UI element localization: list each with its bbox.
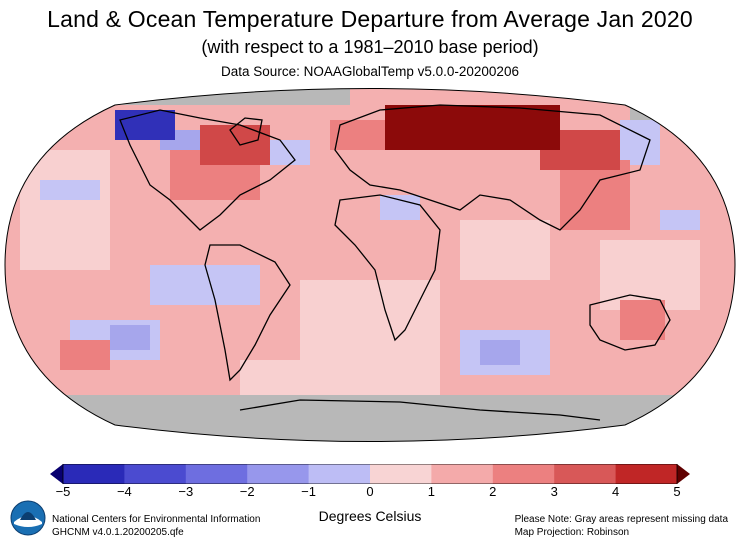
coastlines: [119, 104, 671, 421]
footer-note: Please Note: Gray areas represent missin…: [515, 513, 728, 539]
colorbar-cell: [185, 464, 248, 484]
colorbar-tick-label: 1: [427, 484, 435, 499]
footer-credit: National Centers for Environmental Infor…: [52, 513, 260, 539]
map-outline: [4, 88, 736, 442]
colorbar-cell: [554, 464, 617, 484]
data-source: Data Source: NOAAGlobalTemp v5.0.0-20200…: [221, 64, 519, 79]
projection-note: Map Projection: Robinson: [514, 527, 630, 538]
pale-anomaly-patches: [20, 150, 700, 400]
colorbar-tick-label: 5: [673, 484, 681, 499]
colorbar-tick-label: 2: [489, 484, 497, 499]
colorbar-tick-label: 4: [611, 484, 620, 499]
colorbar-cell: [431, 464, 494, 484]
colorbar-high-end: [677, 464, 690, 484]
alaska-cold-patch: [115, 110, 175, 140]
colorbar-cell: [124, 464, 187, 484]
colorbar-cell: [615, 464, 678, 484]
map-title: Land & Ocean Temperature Departure from …: [47, 6, 693, 32]
world-anomaly-map: [4, 88, 736, 442]
colorbar-tick-label: −4: [116, 484, 132, 499]
footer-dataset: GHCNM v4.0.1.20200205.qfe: [52, 527, 184, 538]
colorbar-cell: [247, 464, 310, 484]
colorbar-tick-label: −5: [55, 484, 71, 499]
colorbar-cell: [308, 464, 371, 484]
map-subtitle: (with respect to a 1981–2010 base period…: [201, 37, 539, 57]
colorbar-tick-label: −2: [239, 484, 255, 499]
footer-org: National Centers for Environmental Infor…: [52, 514, 261, 525]
colorbar-cell: [492, 464, 555, 484]
colorbar-low-end: [50, 464, 63, 484]
missing-data-note: Please Note: Gray areas represent missin…: [514, 514, 728, 525]
noaa-logo-icon: [10, 500, 46, 536]
colorbar-cell: [370, 464, 432, 484]
eurasia-warm-patch: [385, 105, 560, 150]
color-scale-bar: [50, 464, 690, 484]
colorbar-tick-label: 0: [366, 484, 374, 499]
colorbar-units: Degrees Celsius: [318, 508, 422, 524]
colorbar-tick-label: 3: [550, 484, 558, 499]
colorbar-tick-label: −3: [178, 484, 194, 499]
colorbar-cell: [63, 464, 125, 484]
colorbar-tick-label: −1: [301, 484, 316, 499]
